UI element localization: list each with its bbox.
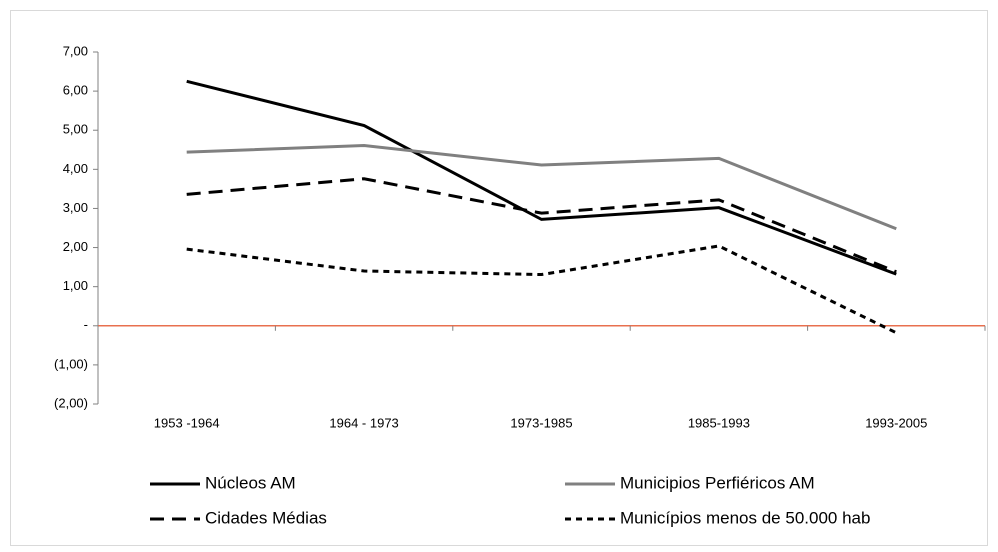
y-tick-label: 1,00: [63, 278, 88, 293]
y-tick-label: 3,00: [63, 200, 88, 215]
legend-label: Núcleos AM: [205, 473, 296, 492]
x-tick-label: 1953 -1964: [154, 415, 220, 430]
y-tick-label: 6,00: [63, 83, 88, 98]
y-tick-label: -: [84, 317, 88, 332]
y-tick-label: 5,00: [63, 122, 88, 137]
y-tick-label: 2,00: [63, 239, 88, 254]
y-tick-label: 4,00: [63, 161, 88, 176]
y-tick-label: (1,00): [54, 356, 88, 371]
series-line: [186, 177, 897, 274]
x-tick-label: 1985-1993: [688, 415, 750, 430]
chart-frame: [10, 10, 988, 546]
x-tick-label: 1993-2005: [865, 415, 927, 430]
y-tick-label: 7,00: [63, 43, 88, 58]
x-tick-label: 1973-1985: [510, 415, 572, 430]
series-line: [186, 143, 897, 231]
legend-label: Municipios Perfiéricos AM: [620, 473, 815, 492]
series-line: [186, 79, 897, 276]
x-tick-label: 1964 - 1973: [329, 415, 398, 430]
series-line: [186, 244, 897, 335]
y-tick-label: (2,00): [54, 395, 88, 410]
legend-label: Cidades Médias: [205, 508, 327, 527]
legend-label: Municípios menos de 50.000 hab: [620, 508, 870, 527]
